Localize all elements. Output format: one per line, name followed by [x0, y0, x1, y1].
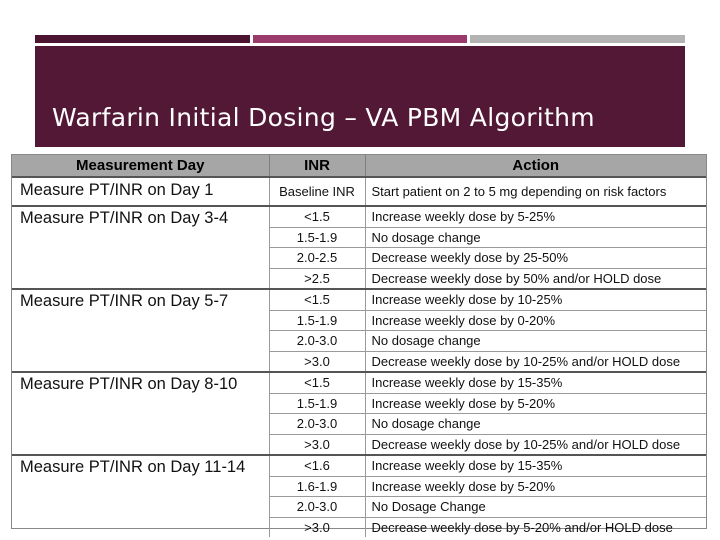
- inr-cell: >2.5: [268, 267, 365, 289]
- measurement-day-cell: Measure PT/INR on Day 5-7: [12, 288, 269, 372]
- inr-cell: Baseline INR: [268, 176, 365, 206]
- table-row: 1.5-1.9 Increase weekly dose by 5-20%: [12, 392, 706, 414]
- measurement-day-cell: Measure PT/INR on Day 1: [12, 176, 269, 206]
- table-row: 2.0-3.0 No Dosage Change: [12, 496, 706, 517]
- action-cell: Decrease weekly dose by 10-25% and/or HO…: [364, 350, 706, 372]
- table-header-row: Measurement Day INR Action: [12, 155, 706, 177]
- table-row: Measure PT/INR on Day 1 Baseline INR Start…: [12, 176, 706, 206]
- header-action: Action: [364, 155, 706, 177]
- inr-cell: >3.0: [268, 350, 365, 372]
- action-cell: No dosage change: [364, 226, 706, 248]
- inr-cell: <1.5: [268, 288, 365, 310]
- table-row: 2.0-2.5 Decrease weekly dose by 25-50%: [12, 247, 706, 268]
- measurement-day-cell: Measure PT/INR on Day 3-4: [12, 205, 269, 289]
- table-row: Measure PT/INR on Day 11-14 <1.6 Increase …: [12, 454, 706, 537]
- action-cell: Increase weekly dose by 0-20%: [364, 309, 706, 331]
- action-cell: Increase weekly dose by 5-20%: [364, 475, 706, 497]
- action-cell: Decrease weekly dose by 5-20% and/or HOL…: [364, 516, 706, 537]
- action-cell: Increase weekly dose by 10-25%: [364, 288, 706, 310]
- table-row: >2.5 Decrease weekly dose by 50% and/or H…: [12, 267, 706, 289]
- action-cell: Increase weekly dose by 15-35%: [364, 454, 706, 476]
- header-inr: INR: [268, 155, 365, 177]
- inr-cell: >3.0: [268, 516, 365, 537]
- action-cell: Decrease weekly dose by 25-50%: [364, 247, 706, 268]
- table-row: 2.0-3.0 No dosage change: [12, 413, 706, 434]
- action-cell: Increase weekly dose by 5-20%: [364, 392, 706, 414]
- inr-cell: 1.5-1.9: [268, 309, 365, 331]
- dosing-table-container: Measurement Day INR Action Measure PT/IN…: [11, 154, 707, 537]
- table-row: 1.5-1.9 No dosage change: [12, 226, 706, 248]
- title-band: [35, 46, 685, 147]
- action-cell: Increase weekly dose by 15-35%: [364, 371, 706, 393]
- table-row: 1.6-1.9 Increase weekly dose by 5-20%: [12, 475, 706, 497]
- slide-title: Warfarin Initial Dosing – VA PBM Algorit…: [52, 103, 595, 132]
- table-body: Measure PT/INR on Day 1 Baseline INR Start…: [12, 176, 706, 537]
- inr-cell: 2.0-2.5: [268, 247, 365, 268]
- table-row: 1.5-1.9 Increase weekly dose by 0-20%: [12, 309, 706, 331]
- measurement-day-cell: Measure PT/INR on Day 8-10: [12, 371, 269, 455]
- inr-cell: 1.5-1.9: [268, 226, 365, 248]
- action-cell: Increase weekly dose by 5-25%: [364, 205, 706, 227]
- dosing-table: Measurement Day INR Action Measure PT/IN…: [12, 155, 706, 537]
- action-cell: No dosage change: [364, 330, 706, 351]
- inr-cell: 1.6-1.9: [268, 475, 365, 497]
- action-cell: No Dosage Change: [364, 496, 706, 517]
- inr-cell: <1.5: [268, 205, 365, 227]
- accent-bar-right: [470, 35, 685, 43]
- table-row: >3.0 Decrease weekly dose by 10-25% and/o…: [12, 350, 706, 372]
- inr-cell: 1.5-1.9: [268, 392, 365, 414]
- accent-bar-middle: [253, 35, 467, 43]
- accent-bar-left: [35, 35, 250, 43]
- table-row: Measure PT/INR on Day 8-10 <1.5 Increase w…: [12, 371, 706, 455]
- inr-cell: <1.6: [268, 454, 365, 476]
- table-row: 2.0-3.0 No dosage change: [12, 330, 706, 351]
- action-cell: Decrease weekly dose by 50% and/or HOLD …: [364, 267, 706, 289]
- inr-cell: 2.0-3.0: [268, 413, 365, 434]
- action-cell: No dosage change: [364, 413, 706, 434]
- action-cell: Start patient on 2 to 5 mg depending on …: [364, 176, 706, 206]
- inr-cell: 2.0-3.0: [268, 496, 365, 517]
- inr-cell: >3.0: [268, 433, 365, 455]
- action-cell: Decrease weekly dose by 10-25% and/or HO…: [364, 433, 706, 455]
- table-row: >3.0 Decrease weekly dose by 10-25% and/o…: [12, 433, 706, 455]
- inr-cell: 2.0-3.0: [268, 330, 365, 351]
- measurement-day-cell: Measure PT/INR on Day 11-14: [12, 454, 269, 537]
- inr-cell: <1.5: [268, 371, 365, 393]
- header-measurement-day: Measurement Day: [12, 155, 269, 177]
- table-row: Measure PT/INR on Day 5-7 <1.5 Increase we…: [12, 288, 706, 372]
- table-row: >3.0 Decrease weekly dose by 5-20% and/or…: [12, 516, 706, 537]
- table-row: Measure PT/INR on Day 3-4 <1.5 Increase we…: [12, 205, 706, 289]
